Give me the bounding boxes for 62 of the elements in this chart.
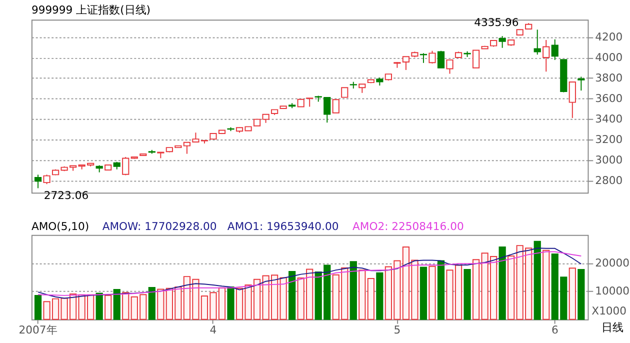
text: 日线 [602, 321, 624, 334]
candlestick [341, 87, 348, 98]
bar [376, 272, 384, 320]
chart-title: AMO(5,10) [31, 220, 90, 233]
y-tick-label: 4000 [595, 50, 623, 64]
bar [104, 294, 112, 320]
y-tick-label: 3600 [595, 92, 623, 105]
y-tick-label: 20000 [595, 256, 630, 270]
bar [34, 294, 42, 320]
candlestick [472, 50, 480, 68]
bar [227, 286, 234, 320]
bar [122, 292, 130, 320]
candlestick [122, 156, 130, 176]
candlestick [446, 59, 454, 74]
y-axis-title: X1000 [592, 304, 627, 318]
candlestick [568, 82, 576, 118]
x-tick-label: 2007年 [18, 324, 58, 337]
bar [288, 270, 296, 320]
y-tick-label: 3200 [595, 132, 623, 146]
annotation: 2723.06 [44, 189, 89, 202]
x-tick-label: 6 [551, 324, 558, 337]
bar [157, 288, 164, 320]
chart-title: 999999 上证指数(日线) [31, 3, 151, 16]
candlestick [332, 99, 340, 114]
bar [428, 266, 436, 320]
bar [350, 261, 357, 320]
y-tick-label: 2800 [595, 174, 623, 187]
bar [464, 269, 471, 320]
candlestick [34, 174, 42, 189]
bar [437, 260, 445, 320]
bar [280, 277, 287, 320]
x-tick-label: 5 [394, 324, 401, 337]
bar [96, 292, 103, 320]
bar [534, 240, 541, 320]
bar [508, 255, 515, 320]
y-tick-label: 10000 [595, 284, 630, 298]
bar [148, 287, 156, 320]
bar [420, 266, 428, 320]
bar [367, 278, 374, 320]
candlestick [43, 174, 50, 185]
bar [542, 250, 550, 320]
candlestick [534, 29, 541, 56]
bar [498, 246, 506, 320]
y-tick-label: 3000 [595, 153, 623, 166]
y-tick-label: 3400 [595, 112, 623, 126]
candlestick [542, 39, 550, 72]
candlestick [551, 38, 558, 60]
text: AMO1: 19653940.00 [227, 220, 339, 233]
candlestick [437, 50, 445, 68]
candlestick [578, 76, 585, 92]
bar [578, 269, 585, 320]
candlestick [498, 36, 506, 48]
bar [358, 270, 366, 320]
x-tick-label: 4 [210, 324, 217, 337]
candlestick [428, 50, 436, 64]
annotation: 4335.96 [474, 16, 519, 30]
y-tick-label: 4200 [595, 30, 623, 44]
text: AMOW: 17702928.00 [102, 220, 217, 233]
text: AMO2: 22508416.00 [352, 220, 464, 233]
y-tick-label: 3800 [595, 71, 623, 84]
bar [113, 289, 120, 320]
bar [568, 268, 576, 320]
